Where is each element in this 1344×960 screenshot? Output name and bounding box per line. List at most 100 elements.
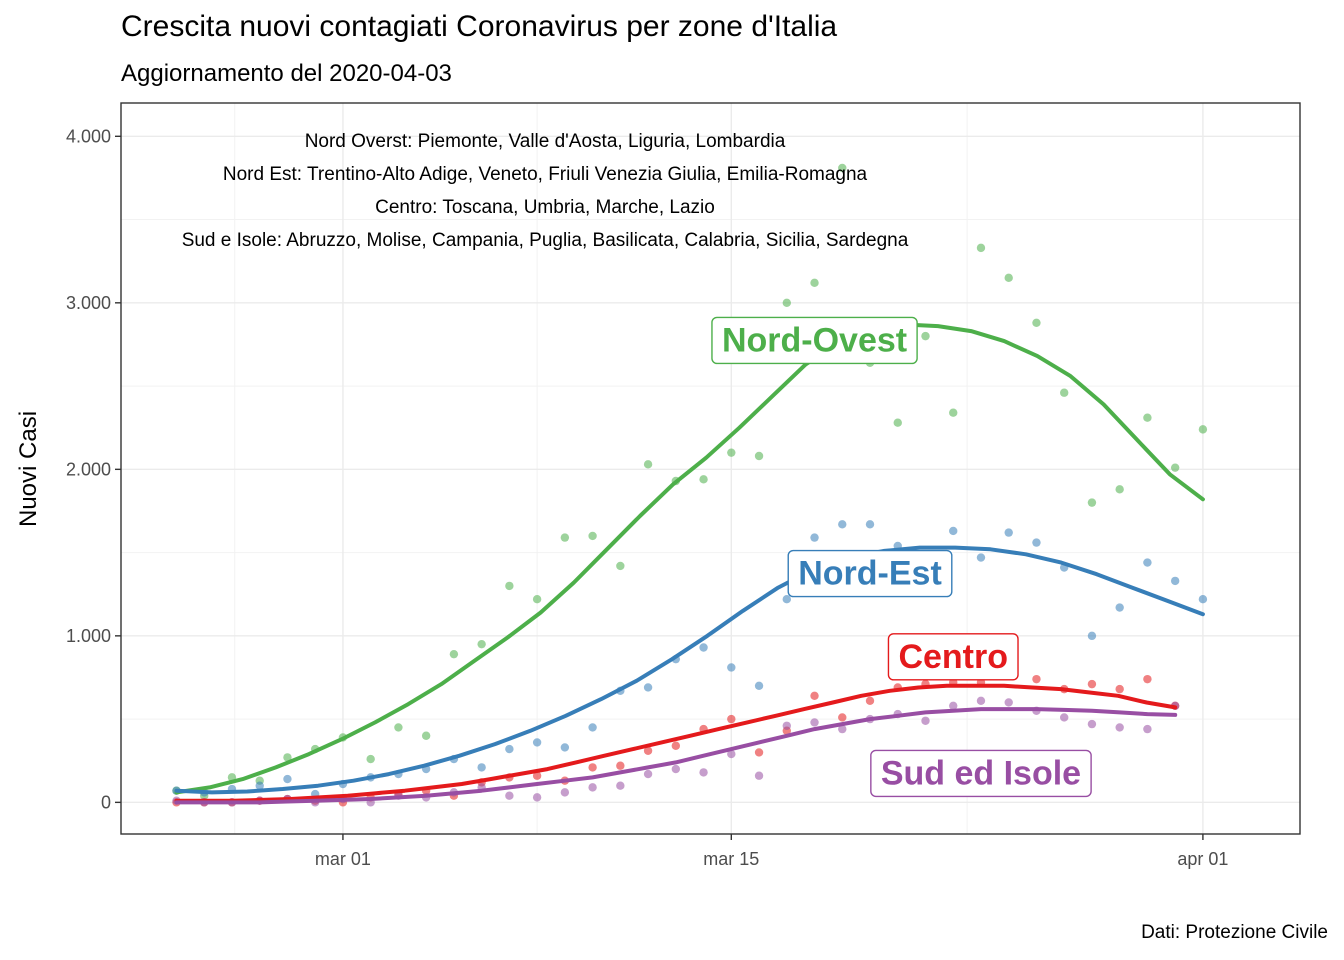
region-notes: Nord Overst: Piemonte, Valle d'Aosta, Li…: [182, 131, 909, 251]
data-point: [893, 418, 902, 427]
data-point: [421, 731, 431, 740]
data-point: [1087, 631, 1097, 641]
data-point: [699, 475, 708, 484]
x-axis: mar 01 mar 15 apr 01: [315, 834, 1228, 869]
data-point: [532, 771, 542, 780]
data-point: [865, 696, 875, 705]
series-label-box: [711, 316, 918, 365]
series-label-text: Sud ed Isole: [881, 754, 1081, 792]
y-tick-label: 3.000: [66, 293, 111, 313]
data-point: [976, 243, 986, 253]
data-point: [1087, 719, 1097, 729]
chart-title: Crescita nuovi contagiati Coronavirus pe…: [121, 10, 838, 43]
series-label-text: Centro: [898, 638, 1008, 676]
region-note: Sud e Isole: Abruzzo, Molise, Campania, …: [182, 230, 909, 251]
data-point: [782, 595, 791, 604]
series-label-nord-est: Nord-Est: [787, 549, 953, 598]
data-point: [921, 716, 930, 725]
data-point: [1115, 485, 1124, 494]
data-point: [643, 746, 653, 755]
data-point: [976, 553, 986, 562]
data-point: [1115, 684, 1124, 694]
data-point: [976, 696, 986, 705]
data-point: [671, 741, 681, 750]
data-point: [949, 526, 958, 536]
data-point: [949, 701, 958, 710]
data-point: [727, 448, 736, 457]
x-tick-label: mar 15: [703, 849, 759, 869]
data-point: [838, 163, 847, 173]
data-point: [616, 561, 625, 571]
data-point: [560, 743, 570, 752]
smooth-line-nord-est: [174, 545, 1205, 795]
data-point: [1087, 498, 1097, 507]
smooth-lines: [174, 322, 1205, 805]
data-point: [1143, 413, 1152, 422]
y-tick-label: 2.000: [66, 459, 111, 479]
plot-border: [120, 102, 1301, 835]
y-axis-title: Nuovi Casi: [15, 411, 42, 527]
data-point: [477, 639, 486, 649]
data-point: [838, 724, 847, 734]
data-point: [1060, 713, 1069, 722]
data-point: [643, 769, 653, 779]
series-label-box: [787, 549, 953, 598]
data-point: [921, 331, 930, 341]
data-point: [671, 764, 681, 774]
smooth-line-sud-ed-isole: [174, 707, 1178, 805]
data-point: [1004, 528, 1013, 537]
region-note: Centro: Toscana, Umbria, Marche, Lazio: [375, 197, 715, 218]
data-point: [865, 520, 875, 529]
data-point: [1115, 603, 1124, 612]
y-axis: 0 1.000 2.000 3.000 4.000: [66, 126, 121, 812]
data-point: [1032, 318, 1041, 327]
data-point: [449, 649, 459, 659]
data-point: [283, 753, 292, 762]
data-point: [1060, 388, 1069, 397]
series-label-sud-ed-isole: Sud ed Isole: [870, 749, 1092, 798]
data-point: [1143, 724, 1152, 734]
data-point: [505, 791, 514, 800]
smooth-line-centro: [174, 683, 1178, 803]
data-point: [1032, 674, 1041, 684]
smooth-line-nord-ovest: [174, 322, 1205, 795]
data-point: [366, 754, 375, 764]
data-point: [532, 595, 542, 604]
series-label-centro: Centro: [887, 633, 1019, 681]
data-point: [727, 749, 736, 759]
data-point: [532, 793, 542, 802]
x-tick-label: mar 01: [315, 849, 371, 869]
data-point: [699, 643, 708, 652]
data-point: [616, 761, 625, 770]
data-point: [699, 768, 708, 777]
data-point: [1004, 698, 1013, 707]
data-point: [1143, 558, 1152, 567]
region-note: Nord Est: Trentino-Alto Adige, Veneto, F…: [223, 164, 868, 185]
data-point: [255, 781, 264, 790]
data-point: [560, 533, 570, 542]
data-point: [754, 681, 764, 691]
data-point: [782, 721, 791, 730]
data-point: [810, 718, 819, 727]
y-tick-label: 1.000: [66, 626, 111, 646]
data-point: [1032, 538, 1041, 547]
data-point: [505, 581, 514, 591]
data-point: [588, 531, 597, 541]
series-label-nord-ovest: Nord-Ovest: [711, 316, 918, 365]
series-label-box: [870, 749, 1092, 798]
series-labels: Nord-Ovest Nord-Est Centro Sud ed Isole: [711, 316, 1092, 798]
series-label-text: Nord-Ovest: [722, 321, 907, 359]
data-point: [1143, 674, 1152, 684]
data-point: [283, 774, 292, 784]
chart-subtitle: Aggiornamento del 2020-04-03: [121, 60, 452, 87]
series-label-text: Nord-Est: [798, 555, 942, 593]
data-point: [810, 691, 819, 700]
data-point: [810, 278, 819, 288]
x-tick-label: apr 01: [1177, 849, 1228, 869]
data-point: [643, 460, 653, 469]
data-point: [754, 451, 764, 461]
data-point: [477, 763, 486, 772]
data-point: [532, 738, 542, 747]
data-point: [949, 408, 958, 417]
data-point: [1170, 576, 1180, 586]
